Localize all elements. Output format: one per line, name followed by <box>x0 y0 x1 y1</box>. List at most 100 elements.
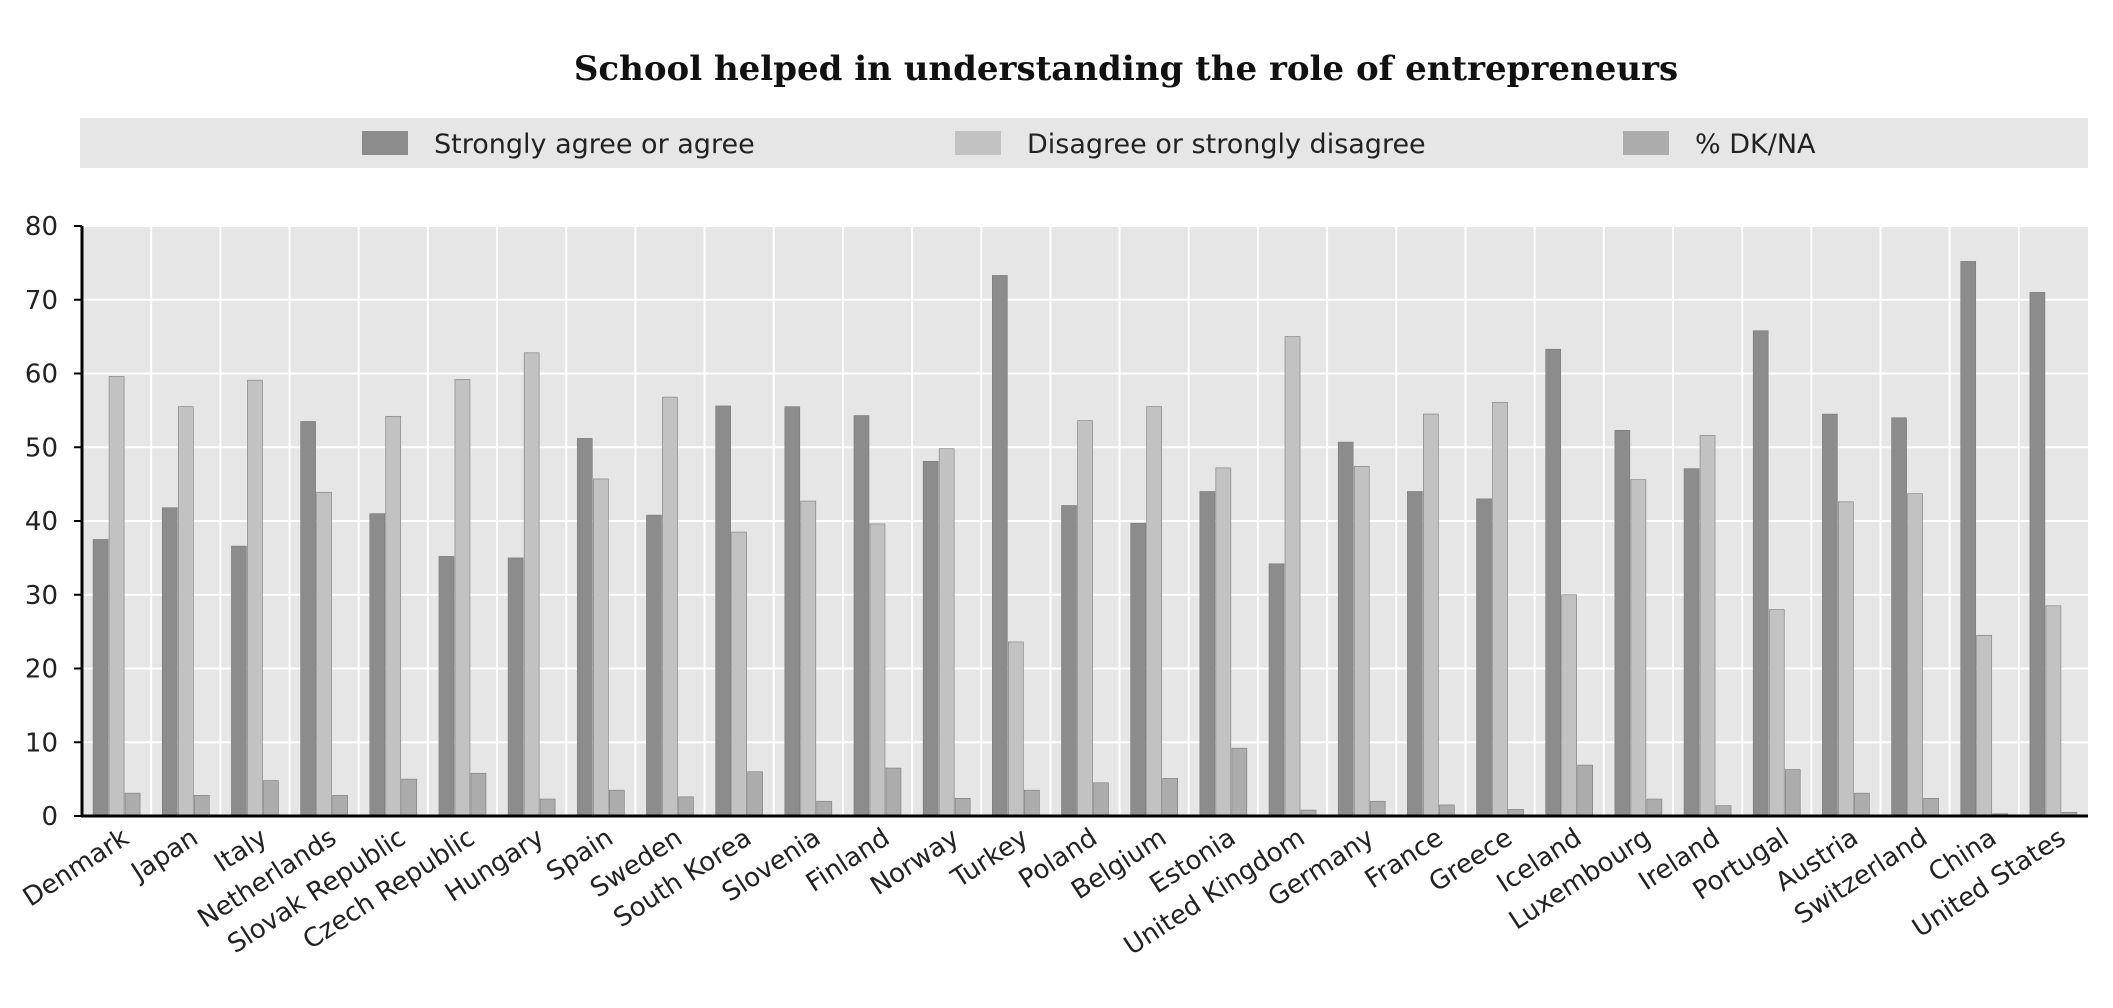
bar-disagree-or-strongly-disagree <box>1423 413 1439 817</box>
bar-disagree-or-strongly-disagree <box>1907 493 1923 817</box>
legend-label: Disagree or strongly disagree <box>1027 129 1426 160</box>
bar-strongly-agree-or-agree <box>646 514 662 817</box>
bar-dk-na <box>1093 782 1109 817</box>
y-tick-label: 70 <box>25 286 58 316</box>
bar-disagree-or-strongly-disagree <box>523 352 540 817</box>
bar-disagree-or-strongly-disagree <box>592 478 609 817</box>
x-tick-label: Turkey <box>945 823 1033 895</box>
bar-dk-na <box>1369 800 1386 817</box>
bar-strongly-agree-or-agree <box>1545 348 1562 817</box>
bar-disagree-or-strongly-disagree <box>731 531 747 817</box>
bar-dk-na <box>1923 797 1939 817</box>
bar-dk-na <box>678 796 694 817</box>
bar-disagree-or-strongly-disagree <box>1630 479 1647 817</box>
bar-strongly-agree-or-agree <box>231 545 247 817</box>
y-tick-label: 0 <box>41 802 58 832</box>
x-tick-label: Denmark <box>18 823 135 913</box>
bar-disagree-or-strongly-disagree <box>1699 435 1716 817</box>
bar-disagree-or-strongly-disagree <box>1284 336 1301 817</box>
bar-strongly-agree-or-agree <box>922 460 939 817</box>
bar-disagree-or-strongly-disagree <box>316 491 332 817</box>
bar-dk-na <box>1231 747 1248 817</box>
bar-disagree-or-strongly-disagree <box>2045 605 2062 817</box>
bar-strongly-agree-or-agree <box>1614 429 1631 817</box>
y-tick-label: 30 <box>25 581 58 611</box>
bar-strongly-agree-or-agree <box>507 557 524 817</box>
bar-dk-na <box>1715 805 1732 817</box>
bar-disagree-or-strongly-disagree <box>869 523 886 817</box>
legend: Strongly agree or agree Disagree or stron… <box>362 129 1816 160</box>
bar-dk-na <box>608 789 625 817</box>
bar-strongly-agree-or-agree <box>161 507 178 817</box>
bar-disagree-or-strongly-disagree <box>1008 641 1024 817</box>
bar-disagree-or-strongly-disagree <box>177 406 194 817</box>
chart-title: School helped in understanding the role … <box>574 49 1678 89</box>
x-tick-label: Japan <box>125 823 204 889</box>
y-tick-label: 60 <box>25 360 58 390</box>
legend-label: % DK/NA <box>1695 129 1816 160</box>
legend-swatch <box>1623 131 1669 155</box>
y-tick-label: 10 <box>25 728 58 758</box>
bar-dk-na <box>124 792 141 817</box>
bar-strongly-agree-or-agree <box>1960 261 1977 817</box>
bar-dk-na <box>1854 792 1870 817</box>
bar-dk-na <box>954 797 971 817</box>
bar-strongly-agree-or-agree <box>1407 491 1423 817</box>
bar-disagree-or-strongly-disagree <box>1077 420 1093 817</box>
y-tick-label: 40 <box>25 507 58 537</box>
bar-disagree-or-strongly-disagree <box>1768 609 1785 817</box>
bar-strongly-agree-or-agree <box>576 438 593 817</box>
bar-strongly-agree-or-agree <box>1061 505 1077 817</box>
bar-dk-na <box>1439 804 1455 817</box>
bar-strongly-agree-or-agree <box>992 275 1008 817</box>
bar-disagree-or-strongly-disagree <box>1838 501 1854 817</box>
bar-disagree-or-strongly-disagree <box>1146 406 1162 817</box>
bar-dk-na <box>193 795 210 817</box>
bar-dk-na <box>816 800 833 817</box>
bar-dk-na <box>1577 764 1594 817</box>
bar-strongly-agree-or-agree <box>1891 417 1907 817</box>
bar-disagree-or-strongly-disagree <box>108 376 125 817</box>
bar-strongly-agree-or-agree <box>300 421 316 817</box>
bar-disagree-or-strongly-disagree <box>938 448 955 817</box>
bar-disagree-or-strongly-disagree <box>454 379 471 817</box>
bar-dk-na <box>1162 778 1178 817</box>
bar-disagree-or-strongly-disagree <box>1976 635 1993 817</box>
bar-dk-na <box>1646 798 1663 817</box>
bar-dk-na <box>470 772 487 817</box>
bar-strongly-agree-or-agree <box>715 405 731 817</box>
bar-strongly-agree-or-agree <box>1199 491 1216 817</box>
bar-strongly-agree-or-agree <box>1752 330 1769 817</box>
bar-strongly-agree-or-agree <box>1683 468 1700 817</box>
bar-strongly-agree-or-agree <box>1337 441 1354 817</box>
bar-dk-na <box>747 771 763 817</box>
bar-strongly-agree-or-agree <box>784 406 801 817</box>
bar-disagree-or-strongly-disagree <box>247 379 263 817</box>
bar-strongly-agree-or-agree <box>438 556 455 817</box>
bar-strongly-agree-or-agree <box>1822 413 1838 817</box>
bar-dk-na <box>401 778 418 817</box>
legend-label: Strongly agree or agree <box>434 129 755 160</box>
bar-strongly-agree-or-agree <box>369 513 386 817</box>
bar-dk-na <box>263 780 279 817</box>
legend-swatch <box>362 131 408 155</box>
bar-disagree-or-strongly-disagree <box>1353 466 1370 817</box>
bar-dk-na <box>332 795 348 817</box>
y-axis-ticks: 0 10 20 30 40 50 60 70 80 <box>25 212 82 832</box>
legend-swatch <box>955 131 1001 155</box>
y-tick-label: 50 <box>25 433 58 463</box>
bar-disagree-or-strongly-disagree <box>385 415 402 817</box>
bar-dk-na <box>1784 769 1801 817</box>
bar-disagree-or-strongly-disagree <box>1492 401 1508 817</box>
bar-strongly-agree-or-agree <box>1268 563 1285 817</box>
bar-strongly-agree-or-agree <box>853 415 870 817</box>
bar-dk-na <box>1024 789 1040 817</box>
bar-disagree-or-strongly-disagree <box>800 500 817 817</box>
bar-strongly-agree-or-agree <box>92 539 109 817</box>
bar-dk-na <box>885 767 902 817</box>
bar-strongly-agree-or-agree <box>2029 292 2046 817</box>
bar-dk-na <box>539 798 556 817</box>
y-tick-label: 80 <box>25 212 58 242</box>
bar-disagree-or-strongly-disagree <box>1561 594 1578 817</box>
